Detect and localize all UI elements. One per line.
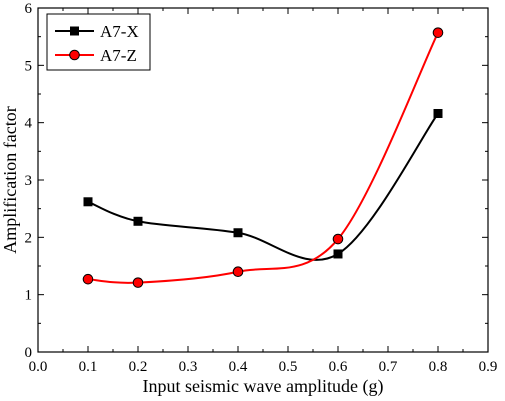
y-axis-title: Amplification factor: [0, 106, 20, 253]
y-tick-label: 3: [25, 173, 33, 189]
legend-label-a7-x: A7-X: [100, 22, 139, 41]
x-tick-label: 0.4: [229, 359, 248, 375]
y-tick-label: 5: [25, 58, 33, 74]
y-tick-label: 6: [25, 1, 33, 17]
legend-marker-a7-x: [70, 26, 79, 36]
legend-label-a7-z: A7-Z: [100, 46, 137, 65]
x-tick-label: 0.6: [329, 359, 348, 375]
y-tick-label: 1: [25, 288, 33, 304]
x-axis-title: Input seismic wave amplitude (g): [143, 376, 384, 397]
data-point-a7-x: [233, 228, 243, 238]
legend-marker-a7-z: [69, 49, 80, 61]
x-tick-label: 0.9: [479, 359, 498, 375]
data-point-a7-z: [132, 277, 144, 288]
data-point-a7-z: [332, 233, 344, 245]
data-point-a7-z: [432, 27, 444, 38]
legend-box: [46, 13, 151, 71]
y-tick-label: 2: [25, 230, 33, 246]
data-point-a7-z: [232, 266, 244, 278]
series-markers: [82, 27, 444, 288]
series-line-a7-x: [87, 112, 439, 261]
y-tick-label: 0: [25, 345, 33, 361]
x-axis-ticks: 0.0 0.1 0.2 0.3 0.4 0.5 0.6 0.7 0.8 0.9: [29, 8, 498, 375]
data-point-a7-x: [133, 216, 143, 226]
x-tick-label: 0.3: [179, 359, 198, 375]
x-tick-label: 0.5: [279, 359, 298, 375]
y-tick-label: 4: [25, 116, 33, 132]
x-tick-label: 0.7: [379, 359, 398, 375]
x-tick-label: 0.2: [129, 359, 148, 375]
x-tick-label: 0.8: [429, 359, 448, 375]
data-point-a7-x: [333, 249, 343, 259]
data-point-a7-z: [82, 273, 94, 285]
data-point-a7-x: [433, 108, 443, 118]
data-point-a7-x: [83, 197, 93, 207]
x-tick-label: 0.1: [79, 359, 98, 375]
x-tick-label: 0.0: [29, 359, 48, 375]
y-axis-ticks: 0 1 2 3 4 5 6: [25, 1, 488, 361]
legend: A7-X A7-Z: [46, 13, 151, 71]
